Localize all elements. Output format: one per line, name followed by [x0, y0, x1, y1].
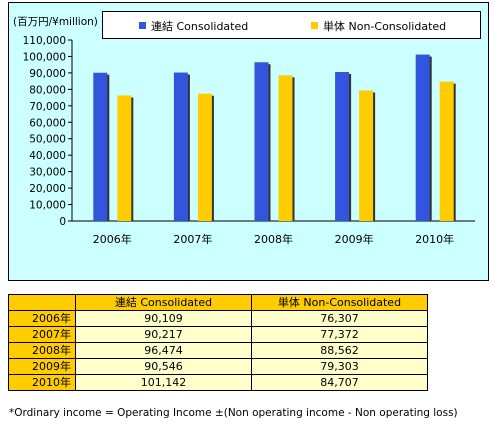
y-tick-label: 0 [59, 216, 66, 228]
y-tick-label: 50,000 [29, 134, 66, 146]
y-tick-label: 70,000 [29, 101, 66, 113]
table-header-non-consolidated: 単体 Non-Consolidated [251, 294, 428, 311]
bar-consolidated [335, 72, 350, 221]
table-consolidated-cell: 96,474 [75, 342, 252, 359]
table-year-cell: 2007年 [8, 326, 76, 343]
table-header-row: 連結 Consolidated 単体 Non-Consolidated [8, 294, 428, 311]
plot-area [72, 40, 475, 221]
table-consolidated-cell: 101,142 [75, 374, 252, 391]
x-tick-label: 2007年 [173, 232, 212, 246]
x-tick-label: 2008年 [254, 232, 293, 246]
legend-item-consolidated: 連結 Consolidated [139, 18, 248, 34]
bar-non-consolidated [197, 93, 212, 221]
y-axis-unit-label: (百万円/¥million) [13, 16, 98, 28]
table-year-cell: 2006年 [8, 310, 76, 327]
y-tick-label: 20,000 [29, 183, 66, 195]
table-corner-cell [8, 294, 76, 311]
legend-label-non-consolidated: 単体 Non-Consolidated [323, 20, 447, 33]
bar-consolidated [415, 54, 430, 221]
y-tick-label: 90,000 [29, 68, 66, 80]
table-header-consolidated: 連結 Consolidated [75, 294, 252, 311]
legend-swatch-non-consolidated [311, 22, 318, 29]
bar-non-consolidated [117, 95, 132, 221]
table-non-consolidated-cell: 76,307 [251, 310, 428, 327]
y-tick-label: 10,000 [29, 200, 66, 212]
table-non-consolidated-cell: 79,303 [251, 358, 428, 375]
bar-consolidated [254, 62, 269, 222]
legend-label-consolidated: 連結 Consolidated [151, 20, 249, 33]
bar-non-consolidated [278, 75, 293, 221]
legend-swatch-consolidated [139, 22, 146, 29]
table-row: 2007年 90,217 77,372 [8, 326, 428, 343]
bar-consolidated [173, 72, 188, 221]
chart-legend: 連結 Consolidated 単体 Non-Consolidated [102, 11, 481, 39]
table-row: 2008年 96,474 88,562 [8, 342, 428, 359]
footnote: *Ordinary income = Operating Income ±(No… [9, 407, 458, 419]
table-non-consolidated-cell: 88,562 [251, 342, 428, 359]
x-tick-label: 2009年 [335, 232, 374, 246]
table-consolidated-cell: 90,546 [75, 358, 252, 375]
data-table: 連結 Consolidated 単体 Non-Consolidated 2006… [8, 294, 428, 391]
y-tick-label: 100,000 [23, 51, 66, 63]
legend-item-non-consolidated: 単体 Non-Consolidated [311, 18, 446, 34]
bar-non-consolidated [439, 81, 454, 221]
bar-consolidated [93, 72, 108, 221]
table-year-cell: 2009年 [8, 358, 76, 375]
y-tick-label: 30,000 [29, 167, 66, 179]
table-row: 2009年 90,546 79,303 [8, 358, 428, 375]
y-tick-label: 80,000 [29, 84, 66, 96]
y-tick-label: 60,000 [29, 117, 66, 129]
y-tick-label: 40,000 [29, 150, 66, 162]
table-non-consolidated-cell: 77,372 [251, 326, 428, 343]
bar-non-consolidated [359, 90, 374, 221]
table-year-cell: 2008年 [8, 342, 76, 359]
x-tick-label: 2006年 [93, 232, 132, 246]
table-row: 2010年 101,142 84,707 [8, 374, 428, 391]
table-row: 2006年 90,109 76,307 [8, 310, 428, 327]
x-tick-label: 2010年 [415, 232, 454, 246]
chart-panel: 0 10,000 20,000 30,000 40,000 50,000 60,000 70,… [8, 2, 489, 281]
table-non-consolidated-cell: 84,707 [251, 374, 428, 391]
table-consolidated-cell: 90,109 [75, 310, 252, 327]
bar-chart: 0 10,000 20,000 30,000 40,000 50,000 60,000 70,… [23, 35, 475, 246]
table-year-cell: 2010年 [8, 374, 76, 391]
table-consolidated-cell: 90,217 [75, 326, 252, 343]
y-tick-label: 110,000 [23, 35, 66, 47]
